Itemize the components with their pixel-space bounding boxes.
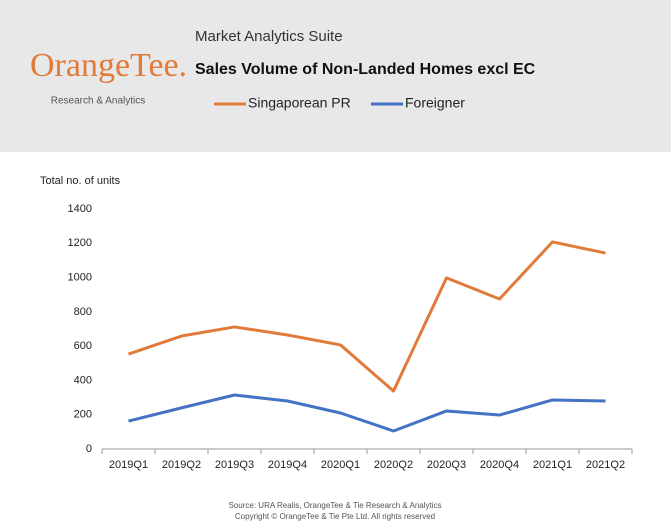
y-tick-label: 800 (74, 306, 92, 318)
header-background (0, 0, 671, 152)
x-tick-label: 2020Q2 (374, 459, 413, 471)
y-tick-label: 200 (74, 409, 92, 421)
line-series (128, 240, 606, 393)
copyright: Copyright © OrangeTee & Tie Pte Ltd. All… (235, 512, 435, 521)
x-tick-label: 2019Q3 (215, 459, 254, 471)
x-tick-label: 2020Q1 (321, 459, 360, 471)
legend-label: Singaporean PR (248, 95, 351, 111)
x-tick-label: 2019Q1 (109, 459, 148, 471)
y-tick-label: 400 (74, 374, 92, 386)
y-tick-label: 0 (86, 443, 92, 455)
y-tick-label: 1400 (68, 203, 92, 215)
x-tick-label: 2020Q3 (427, 459, 466, 471)
chart-title: Sales Volume of Non-Landed Homes excl EC (195, 61, 536, 78)
y-tick-label: 1200 (68, 237, 92, 249)
x-tick-label: 2019Q4 (268, 459, 307, 471)
source: Source: URA Realis, OrangeTee & Tie Rese… (229, 501, 442, 510)
suite-title: Market Analytics Suite (195, 28, 343, 45)
x-tick-label: 2021Q1 (533, 459, 572, 471)
x-tick-label: 2020Q4 (480, 459, 519, 471)
logo: OrangeTee. (30, 47, 187, 84)
y-tick-label: 1000 (68, 271, 92, 283)
x-tick-label: 2021Q2 (586, 459, 625, 471)
legend-label: Foreigner (405, 95, 465, 111)
y-axis-label: Total no. of units (40, 175, 121, 187)
x-tick-label: 2019Q2 (162, 459, 201, 471)
y-tick-label: 600 (74, 340, 92, 352)
logo-subtitle: Research & Analytics (51, 96, 146, 107)
line-series (128, 393, 606, 433)
